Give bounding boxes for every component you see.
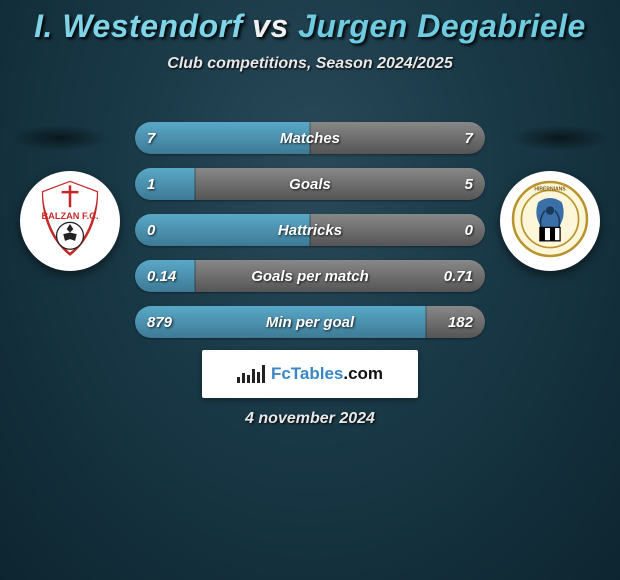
- crest-shadow-right: [510, 125, 610, 151]
- brand-watermark: FcTables.com: [202, 350, 418, 398]
- stat-row: 77Matches: [135, 122, 485, 154]
- shield-icon: HIBERNIANS: [508, 177, 592, 266]
- chart-bars-icon: [237, 365, 265, 383]
- stat-label: Min per goal: [135, 306, 485, 338]
- stat-label: Goals per match: [135, 260, 485, 292]
- player1-name: I. Westendorf: [34, 8, 243, 44]
- stat-row: 00Hattricks: [135, 214, 485, 246]
- shield-icon: BALZAN F.C.: [28, 177, 112, 266]
- brand-text: FcTables.com: [271, 364, 383, 384]
- stat-label: Hattricks: [135, 214, 485, 246]
- date-text: 4 november 2024: [0, 410, 620, 428]
- svg-text:BALZAN F.C.: BALZAN F.C.: [42, 211, 99, 221]
- player2-club-crest: HIBERNIANS: [500, 171, 600, 271]
- player1-club-crest: BALZAN F.C.: [20, 171, 120, 271]
- svg-text:HIBERNIANS: HIBERNIANS: [534, 186, 566, 192]
- subtitle: Club competitions, Season 2024/2025: [0, 55, 620, 73]
- vs-text: vs: [252, 8, 289, 44]
- stat-row: 15Goals: [135, 168, 485, 200]
- stat-row: 879182Min per goal: [135, 306, 485, 338]
- stat-label: Goals: [135, 168, 485, 200]
- player2-name: Jurgen Degabriele: [298, 8, 586, 44]
- crest-shadow-left: [10, 125, 110, 151]
- stat-row: 0.140.71Goals per match: [135, 260, 485, 292]
- stats-container: 77Matches 15Goals 00Hattricks 0.140.71Goals…: [135, 122, 485, 338]
- comparison-title: I. Westendorf vs Jurgen Degabriele: [0, 0, 620, 45]
- stat-label: Matches: [135, 122, 485, 154]
